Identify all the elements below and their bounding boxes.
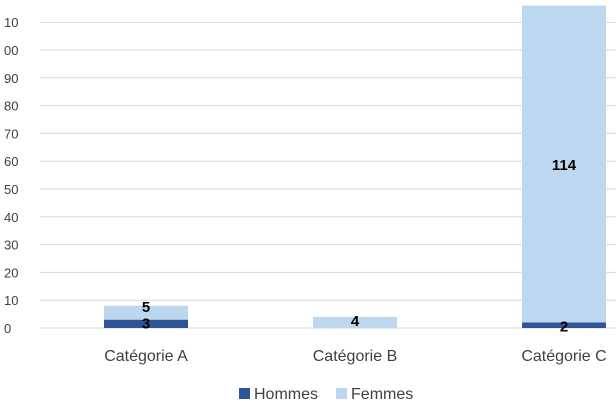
y-tick-label: 00 — [4, 43, 18, 58]
y-tick-label: 80 — [4, 99, 18, 114]
bar-hommes — [104, 319, 188, 328]
data-label: 114 — [552, 157, 577, 174]
bar-hommes — [522, 322, 606, 328]
x-category-label: Catégorie A — [104, 348, 188, 365]
data-label: 4 — [351, 313, 360, 330]
x-category-label: Catégorie C — [521, 348, 606, 365]
data-label: 3 — [142, 316, 150, 333]
y-tick-label: 0 — [4, 321, 11, 336]
y-tick-label: 60 — [4, 154, 18, 169]
legend-label: Hommes — [254, 386, 318, 403]
y-tick-label: 10 — [4, 15, 18, 30]
y-tick-label: 20 — [4, 265, 18, 280]
y-tick-label: 40 — [4, 210, 18, 225]
y-tick-label: 10 — [4, 293, 18, 308]
data-label: 2 — [560, 318, 568, 335]
y-tick-label: 70 — [4, 126, 18, 141]
bar-femmes — [313, 316, 397, 328]
legend-swatch-femmes — [336, 388, 348, 399]
y-tick-label: 90 — [4, 71, 18, 86]
y-tick-label: 30 — [4, 238, 18, 253]
data-label: 5 — [142, 299, 150, 316]
bar-femmes — [104, 305, 188, 320]
bar-femmes — [522, 5, 606, 323]
x-category-label: Catégorie B — [313, 348, 398, 365]
legend-swatch-hommes — [239, 388, 250, 399]
y-tick-label: 50 — [4, 182, 18, 197]
legend-label: Femmes — [351, 386, 413, 403]
